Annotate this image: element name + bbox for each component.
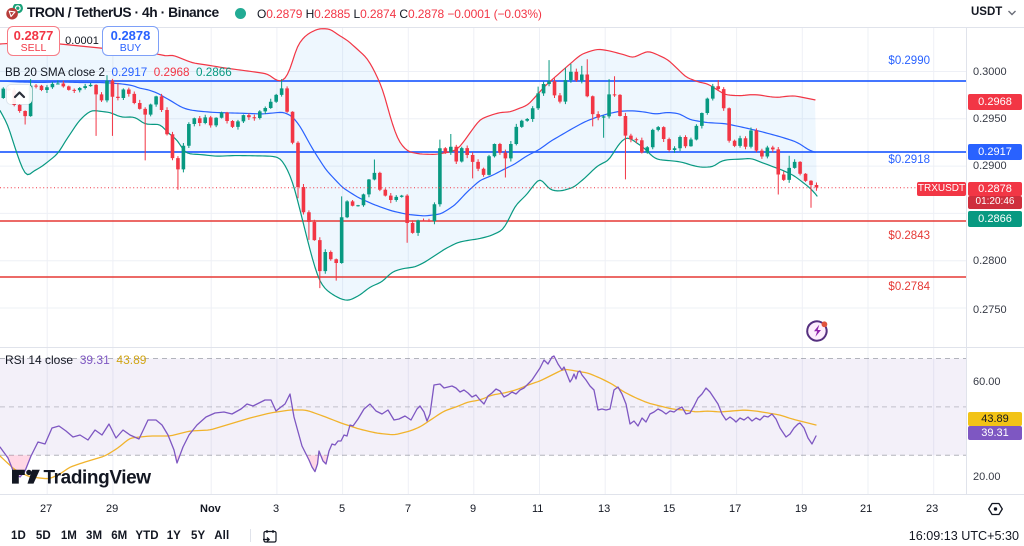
svg-text:TradingView: TradingView (44, 468, 152, 489)
